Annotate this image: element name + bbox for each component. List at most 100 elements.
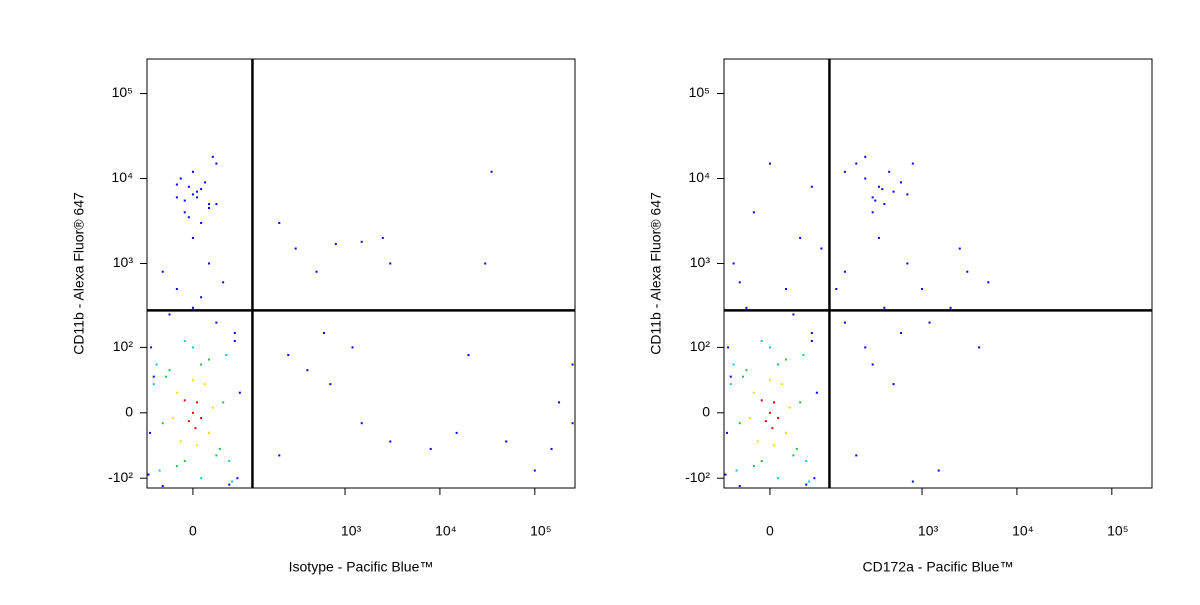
event-dot	[810, 185, 813, 188]
event-dot	[149, 431, 152, 434]
event-dot	[732, 363, 735, 366]
event-dot	[329, 383, 332, 386]
event-dot	[191, 346, 194, 349]
plot-frame	[723, 58, 1153, 489]
y-tick-label: 0	[125, 404, 133, 420]
event-dot	[773, 401, 776, 404]
y-tick-label: 10⁴	[111, 169, 133, 185]
event-dot	[191, 193, 194, 196]
event-dot	[200, 188, 203, 191]
event-dot	[768, 162, 771, 165]
event-dot	[871, 363, 874, 366]
event-dot	[200, 477, 203, 480]
event-dot	[738, 485, 741, 488]
event-dot	[200, 363, 203, 366]
event-dot	[158, 469, 161, 472]
event-dot	[175, 196, 178, 199]
event-dot	[738, 281, 741, 284]
event-dot	[978, 346, 981, 349]
event-dot	[835, 288, 838, 291]
event-dot	[200, 417, 203, 420]
event-dot	[877, 185, 880, 188]
event-dot	[724, 473, 727, 476]
event-dot	[484, 262, 487, 265]
event-dot	[729, 375, 732, 378]
event-dot	[855, 454, 858, 457]
y-tick-label: -10²	[108, 469, 133, 485]
event-dot	[745, 306, 748, 309]
event-dot	[966, 270, 969, 273]
x-axis-title: Isotype - Pacific Blue™	[289, 559, 434, 575]
y-tick-label: 10²	[113, 338, 134, 354]
event-dot	[222, 281, 225, 284]
event-dot	[777, 417, 780, 420]
event-dot	[351, 346, 354, 349]
event-dot	[208, 358, 211, 361]
event-dot	[911, 162, 914, 165]
event-dot	[191, 170, 194, 173]
event-dot	[874, 199, 877, 202]
event-dot	[788, 406, 791, 409]
x-tick-label: 0	[766, 523, 774, 539]
event-dot	[278, 454, 281, 457]
event-dot	[218, 447, 221, 450]
event-dot	[881, 188, 884, 191]
y-tick-label: 10⁴	[688, 169, 710, 185]
event-dot	[729, 383, 732, 386]
event-dot	[147, 473, 150, 476]
event-dot	[161, 270, 164, 273]
y-tick-label: 10³	[113, 254, 134, 270]
event-dot	[550, 447, 553, 450]
event-dot	[175, 288, 178, 291]
event-dot	[204, 181, 207, 184]
event-dot	[843, 270, 846, 273]
event-dot	[200, 296, 203, 299]
event-dot	[168, 313, 171, 316]
x-tick-label: 0	[189, 523, 197, 539]
event-dot	[864, 346, 867, 349]
event-dot	[175, 465, 178, 468]
event-dot	[183, 199, 186, 202]
event-dot	[191, 306, 194, 309]
event-dot	[871, 211, 874, 214]
event-dot	[200, 221, 203, 224]
event-dot	[215, 454, 218, 457]
event-dot	[179, 440, 182, 443]
event-dot	[389, 262, 392, 265]
event-dot	[165, 375, 168, 378]
y-tick-label: 10⁵	[112, 84, 133, 100]
event-dot	[785, 431, 788, 434]
event-dot	[756, 440, 759, 443]
event-dot	[191, 236, 194, 239]
event-dot	[215, 203, 218, 206]
event-dot	[315, 270, 318, 273]
x-tick-label: 10³	[341, 523, 362, 539]
event-dot	[278, 221, 281, 224]
event-dot	[294, 247, 297, 250]
event-dot	[360, 422, 363, 425]
event-dot	[937, 469, 940, 472]
event-dot	[533, 469, 536, 472]
event-dot	[381, 236, 384, 239]
event-dot	[792, 454, 795, 457]
event-dot	[792, 313, 795, 316]
event-dot	[752, 465, 755, 468]
event-dot	[805, 483, 808, 486]
event-dot	[864, 177, 867, 180]
event-dot	[334, 242, 337, 245]
event-dot	[906, 193, 909, 196]
event-dot	[900, 332, 903, 335]
event-dot	[802, 354, 805, 357]
event-dot	[921, 288, 924, 291]
event-dot	[726, 431, 729, 434]
event-dot	[900, 181, 903, 184]
event-dot	[204, 383, 207, 386]
event-dot	[808, 480, 811, 483]
event-dot	[150, 346, 153, 349]
event-dot	[208, 431, 211, 434]
x-tick-label: 10⁴	[1012, 523, 1034, 539]
event-dot	[781, 383, 784, 386]
event-dot	[194, 427, 197, 430]
event-dot	[732, 262, 735, 265]
